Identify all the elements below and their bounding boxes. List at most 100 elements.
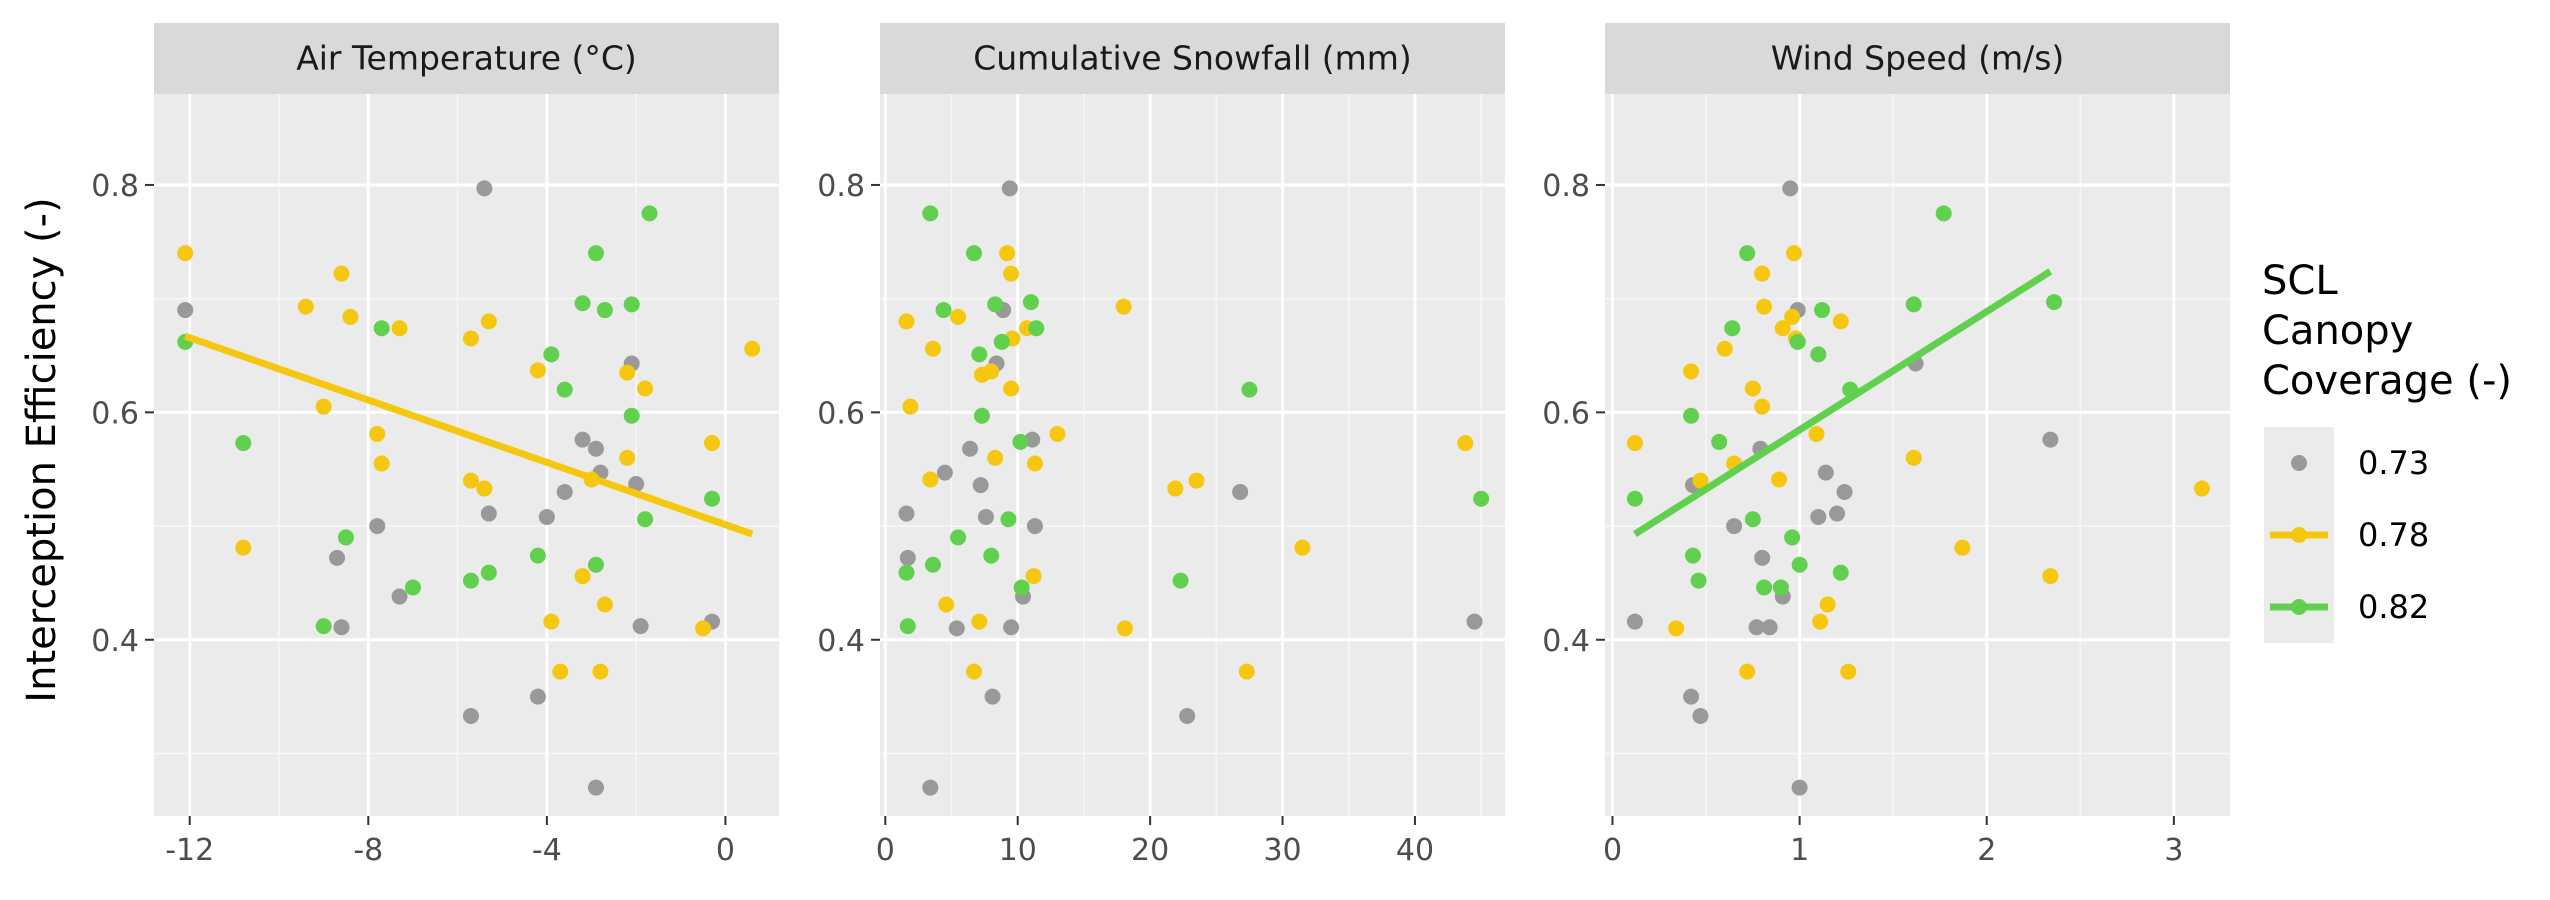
data-point <box>1049 425 1066 442</box>
data-point <box>1756 579 1773 596</box>
panel-background <box>154 94 779 816</box>
data-point <box>1840 663 1857 680</box>
data-point <box>556 381 573 398</box>
data-point <box>1810 508 1827 525</box>
data-point <box>987 449 1004 466</box>
x-tick-label: 30 <box>1263 833 1301 868</box>
data-point <box>1905 449 1922 466</box>
data-point <box>898 564 915 581</box>
data-point <box>1022 294 1039 311</box>
data-point <box>342 308 359 325</box>
data-point <box>1836 483 1853 500</box>
data-point <box>592 663 609 680</box>
data-point <box>695 620 712 637</box>
x-tick-label: 2 <box>1977 833 1996 868</box>
data-point <box>1003 619 1020 636</box>
x-tick-label: -12 <box>165 833 214 868</box>
data-point <box>1238 663 1255 680</box>
panel-strip <box>154 23 779 94</box>
data-point <box>574 568 591 585</box>
x-tick-label: 20 <box>1131 833 1169 868</box>
data-point <box>1812 613 1829 630</box>
data-point <box>1241 381 1258 398</box>
data-point <box>1683 407 1700 424</box>
data-point <box>637 380 654 397</box>
data-point <box>935 302 952 319</box>
data-point <box>938 596 955 613</box>
data-point <box>744 340 761 357</box>
data-point <box>619 364 636 381</box>
x-tick-label: 3 <box>2164 833 2183 868</box>
y-tick-label: 0.4 <box>1542 624 1590 659</box>
series-0.82 <box>177 205 721 635</box>
data-point <box>966 663 983 680</box>
y-tick-label: 0.8 <box>1542 169 1590 204</box>
data-point <box>1716 340 1733 357</box>
data-point <box>476 480 493 497</box>
data-point <box>297 298 314 315</box>
x-tick-label: 1 <box>1790 833 1809 868</box>
data-point <box>973 407 990 424</box>
data-point <box>1013 579 1030 596</box>
data-point <box>476 180 493 197</box>
data-point <box>987 296 1004 313</box>
legend-title-line: Coverage (-) <box>2262 358 2512 404</box>
data-point <box>1832 564 1849 581</box>
data-point <box>950 308 967 325</box>
data-point <box>1003 265 1020 282</box>
data-point <box>1808 425 1825 442</box>
data-point <box>983 363 1000 380</box>
data-point <box>950 529 967 546</box>
data-point <box>480 505 497 522</box>
data-point <box>983 547 1000 564</box>
data-point <box>391 320 408 337</box>
y-tick-label: 0.8 <box>817 169 865 204</box>
data-point <box>462 707 479 724</box>
data-point <box>637 511 654 528</box>
y-tick-label: 0.8 <box>91 169 139 204</box>
data-point <box>1905 296 1922 313</box>
data-point <box>574 295 591 312</box>
data-point <box>1791 779 1808 796</box>
data-point <box>1626 435 1643 452</box>
panel-2: Cumulative Snowfall (mm) 0.4 0.6 0.8 0 10 20 30… <box>817 23 1505 868</box>
data-point <box>587 779 604 796</box>
data-point <box>619 449 636 466</box>
data-point <box>529 688 546 705</box>
data-point <box>404 579 421 596</box>
data-point <box>1000 511 1017 528</box>
x-tick-label: 40 <box>1396 833 1434 868</box>
data-point <box>177 302 194 319</box>
y-tick-label: 0.6 <box>817 396 865 431</box>
data-point <box>1012 433 1029 450</box>
data-point <box>1172 572 1189 589</box>
data-point <box>373 320 390 337</box>
data-point <box>623 407 640 424</box>
legend-key-point <box>2291 527 2307 543</box>
legend-label: 0.73 <box>2358 444 2429 482</box>
data-point <box>391 588 408 605</box>
y-tick-label: 0.4 <box>817 624 865 659</box>
legend-key-point <box>2291 455 2307 471</box>
panel-3: Wind Speed (m/s) 0.4 0.6 0.8 0 1 2 3 <box>1542 23 2230 868</box>
legend-title-line: SCL <box>2262 258 2338 304</box>
data-point <box>1754 265 1771 282</box>
data-point <box>1744 511 1761 528</box>
x-tick-label: 0 <box>1603 833 1622 868</box>
data-point <box>462 572 479 589</box>
data-point <box>971 613 988 630</box>
data-point <box>704 435 721 452</box>
data-point <box>462 472 479 489</box>
data-point <box>587 440 604 457</box>
x-tick-label: -4 <box>532 833 562 868</box>
data-point <box>1115 298 1132 315</box>
data-point <box>977 508 994 525</box>
data-point <box>1026 518 1043 535</box>
legend-entry: 0.82 <box>2264 571 2429 643</box>
data-point <box>462 330 479 347</box>
data-point <box>924 556 941 573</box>
data-point <box>1668 620 1685 637</box>
data-point <box>1473 490 1490 507</box>
